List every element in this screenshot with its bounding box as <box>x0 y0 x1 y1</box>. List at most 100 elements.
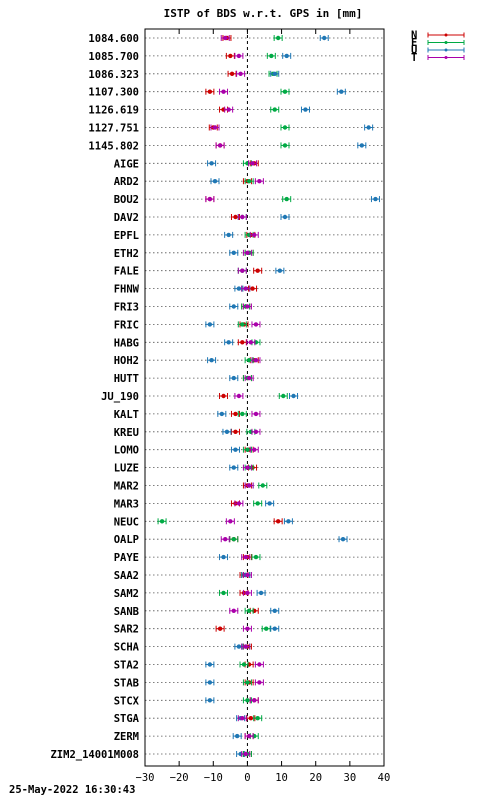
station-label: 1145.802 <box>88 140 139 152</box>
station-label: 1107.300 <box>88 87 139 99</box>
station-label: HUTT <box>114 373 139 385</box>
marker-t <box>242 589 252 596</box>
marker-u <box>319 35 329 41</box>
station-label: SAA2 <box>114 570 139 582</box>
marker-t <box>215 142 225 149</box>
marker-u <box>338 536 348 543</box>
x-tick-label: 20 <box>309 772 322 784</box>
marker-e <box>244 607 254 614</box>
station-label: KREU <box>114 427 139 439</box>
station-label: SAM2 <box>114 588 139 600</box>
marker-e <box>229 536 239 543</box>
station-label: MAR2 <box>114 481 139 493</box>
marker-e <box>261 625 271 632</box>
station-label: BOU2 <box>114 194 139 206</box>
x-axis: −30 −20 −10 0 10 20 30 40 <box>136 29 390 784</box>
station-label: PAYE <box>114 552 139 564</box>
marker-u <box>270 70 280 77</box>
marker-e <box>273 35 283 41</box>
marker-e <box>239 661 249 668</box>
marker-n <box>219 393 229 399</box>
marker-t <box>251 428 261 435</box>
legend-entry-t: T <box>411 52 465 64</box>
station-label: ZIM2_14001M008 <box>50 749 139 761</box>
marker-t <box>249 231 259 238</box>
marker-t <box>241 285 251 292</box>
marker-n <box>215 625 225 632</box>
station-label: STCX <box>114 695 140 707</box>
station-label: MAR3 <box>114 498 139 510</box>
marker-t <box>244 375 254 382</box>
marker-e <box>251 554 261 561</box>
station-label: SAR2 <box>114 624 139 636</box>
marker-t <box>242 572 252 578</box>
marker-e <box>278 393 288 399</box>
marker-u <box>275 267 285 274</box>
station-label: ZERM <box>114 731 139 743</box>
marker-u <box>289 393 299 399</box>
marker-e <box>266 52 276 59</box>
marker-u <box>217 410 227 417</box>
marker-t <box>234 52 244 59</box>
marker-u <box>364 124 374 131</box>
marker-t <box>249 446 259 453</box>
legend-label: E <box>411 37 417 49</box>
legend-entry-n: N <box>411 30 465 42</box>
marker-t <box>241 751 251 757</box>
station-label: 1085.700 <box>88 51 139 63</box>
marker-u <box>370 196 380 203</box>
station-label: KALT <box>114 409 139 421</box>
marker-t <box>244 482 254 489</box>
station-label: FRIC <box>114 319 139 331</box>
station-label: AIGE <box>114 158 139 170</box>
x-tick-label: 10 <box>275 772 288 784</box>
marker-t <box>236 70 246 77</box>
marker-e <box>270 106 280 113</box>
marker-n <box>273 518 283 525</box>
marker-u <box>205 697 215 704</box>
marker-u <box>357 142 367 149</box>
station-label: 1126.619 <box>88 105 139 117</box>
x-tick-label: −30 <box>136 772 155 784</box>
marker-t <box>254 661 264 668</box>
marker-u <box>224 339 234 346</box>
marker-u <box>205 679 215 686</box>
station-label: 1084.600 <box>88 33 139 45</box>
marker-u <box>229 303 239 310</box>
station-label: HOH2 <box>114 355 139 367</box>
marker-u <box>280 214 290 220</box>
station-label: LOMO <box>114 445 139 457</box>
marker-t <box>251 321 261 328</box>
station-label: STGA <box>114 713 140 725</box>
marker-t <box>244 733 254 740</box>
marker-t <box>224 106 234 113</box>
chart-title: ISTP of BDS w.r.t. GPS in [mm] <box>164 7 363 20</box>
station-label: STA2 <box>114 660 139 672</box>
marker-u <box>282 52 292 59</box>
marker-t <box>242 249 252 256</box>
marker-u <box>210 178 220 185</box>
marker-e <box>280 142 290 149</box>
marker-t <box>251 357 261 364</box>
marker-n <box>237 339 247 346</box>
x-tick-label: 30 <box>344 772 357 784</box>
x-tick-label: −10 <box>204 772 223 784</box>
marker-u <box>300 106 310 113</box>
marker-e <box>219 589 229 596</box>
marker-t <box>205 196 215 203</box>
marker-t <box>242 303 252 310</box>
station-label: DAV2 <box>114 212 139 224</box>
station-labels: 1084.600 1085.700 1086.323 1107.300 1126.619… <box>50 33 139 761</box>
marker-u <box>256 589 266 596</box>
station-label: SANB <box>114 606 139 618</box>
marker-u <box>229 375 239 382</box>
marker-e <box>253 715 263 722</box>
station-label: NEUC <box>114 516 139 528</box>
marker-n <box>230 428 240 435</box>
marker-u <box>222 428 232 435</box>
marker-e <box>258 482 268 489</box>
marker-n <box>205 88 215 95</box>
marker-t <box>234 500 244 507</box>
